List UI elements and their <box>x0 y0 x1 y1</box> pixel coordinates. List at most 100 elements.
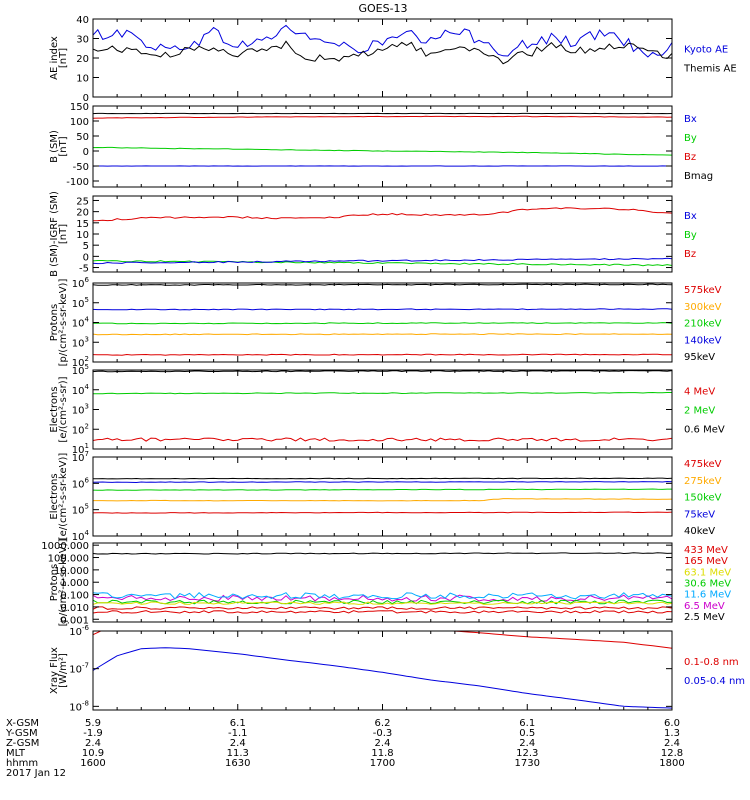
series-line-275kev <box>93 498 672 502</box>
y-axis-title: Xray Flux <box>49 647 60 694</box>
y-tick-label: 105 <box>72 363 89 377</box>
y-axis-title: [W/m²] <box>58 653 69 688</box>
y-tick-label: 102 <box>72 422 89 436</box>
x-row-value: 1.3 <box>664 728 680 739</box>
y-tick-label: 150 <box>70 102 89 113</box>
legend-entry: Bx <box>684 211 697 222</box>
series-line-2-mev <box>93 391 672 395</box>
panel-3-frame <box>92 195 673 273</box>
legend-entry: 0.05-0.4 nm <box>684 676 745 687</box>
panel-6-series <box>93 477 672 514</box>
y-tick-label: 0 <box>83 147 89 158</box>
y-axis-title: [p/(cm²-s-sr-keV)] <box>58 539 69 627</box>
y-tick-label: 20 <box>76 54 89 65</box>
legend-entry: 30.6 MeV <box>684 579 731 590</box>
series-line-by <box>93 146 672 156</box>
y-tick-label: 107 <box>72 450 89 464</box>
y-tick-label: 5 <box>83 241 89 252</box>
x-row-value: 6.0 <box>664 718 680 729</box>
x-row-value: 1800 <box>659 758 684 769</box>
y-tick-label: -5 <box>79 264 89 275</box>
panel-8-frame <box>92 630 673 711</box>
series-line-0-05-0-4-nm <box>93 647 672 709</box>
series-line-300kev <box>93 333 672 336</box>
panel-3-series <box>93 207 672 267</box>
panel-5-series <box>93 370 672 442</box>
x-row-value: 1730 <box>515 758 540 769</box>
y-tick-label: 10.000 <box>54 566 89 577</box>
y-tick-label: 104 <box>72 316 90 330</box>
y-tick-label: 10-8 <box>69 699 89 713</box>
x-row-value: 6.1 <box>519 718 535 729</box>
y-tick-label: 102 <box>72 355 89 369</box>
series-line-6-5-mev <box>93 594 672 602</box>
x-row-value: 1600 <box>80 758 105 769</box>
x-row-label: X-GSM <box>6 718 39 729</box>
x-row-label: hhmm <box>6 758 38 769</box>
x-row-value: 5.9 <box>85 718 101 729</box>
y-tick-label: 1000.000 <box>41 541 89 552</box>
legend-entry: 575keV <box>684 285 722 296</box>
y-axis-title: Protons <box>49 304 60 341</box>
panel-1-series <box>93 24 672 65</box>
y-axis-title: AE index <box>49 36 60 80</box>
x-row-value: -1.1 <box>228 728 248 739</box>
series-line-433-mev <box>93 610 672 614</box>
panel-2: -100 -50 0 50 100 150 B (SM)[nT] Bx By Bz Bmag <box>49 102 713 188</box>
y-axis-title: [nT] <box>58 136 69 156</box>
x-row-value: 2.4 <box>85 738 101 749</box>
series-line-2-5-mev <box>93 552 672 555</box>
panel-8: 10-8 10-7 10-6 Xray Flux[W/m²] 0.1-0.8 nm 0.0… <box>49 624 745 713</box>
legend-entry: 165 MeV <box>684 556 728 567</box>
series-line-63-1-mev <box>93 601 672 605</box>
y-tick-label: 101 <box>72 442 89 456</box>
legend-entry: 2.5 MeV <box>684 612 725 623</box>
x-row-value: 1630 <box>225 758 250 769</box>
y-tick-label: 0 <box>83 252 89 263</box>
legend-entry: 275keV <box>684 476 722 487</box>
y-axis-title: [nT] <box>58 48 69 68</box>
panel-4-frame <box>92 282 673 363</box>
x-row-value: 11.8 <box>371 748 393 759</box>
y-tick-label: 0.010 <box>60 603 89 614</box>
series-line-kyoto-ae <box>93 24 672 58</box>
x-row-value: 10.9 <box>82 748 104 759</box>
series-line-themis-ae <box>93 40 672 65</box>
y-tick-label: 100 <box>70 117 89 128</box>
legend-entry: 11.6 MeV <box>684 590 731 601</box>
panel-2-series <box>93 112 672 167</box>
legend-entry: 4 MeV <box>684 387 715 398</box>
series-line-0-1-0-8-nm <box>93 631 672 649</box>
x-row-value: 2.4 <box>664 738 680 749</box>
y-tick-label: 1.000 <box>60 578 89 589</box>
x-row-value: 11.3 <box>227 748 249 759</box>
legend-entry: By <box>684 230 697 241</box>
series-line-575kev <box>93 353 672 356</box>
y-tick-label: 105 <box>72 296 89 310</box>
y-axis-title: [p/(cm²-s-sr-keV)] <box>58 279 69 367</box>
legend-entry: 150keV <box>684 493 722 504</box>
x-row-value: 6.2 <box>375 718 391 729</box>
legend-entry: Bz <box>684 249 696 260</box>
legend-entry: 2 MeV <box>684 406 715 417</box>
series-line-by <box>93 260 672 267</box>
legend-entry: By <box>684 133 697 144</box>
x-row-value: 2.4 <box>375 738 391 749</box>
series-line-bz <box>93 207 672 222</box>
y-tick-label: 25 <box>76 196 89 207</box>
y-axis-title: Electrons <box>49 386 60 432</box>
x-row-value: 2.4 <box>230 738 246 749</box>
legend-entry: Bmag <box>684 171 713 182</box>
legend-entry: 475keV <box>684 459 722 470</box>
panel-7-frame <box>92 542 673 623</box>
y-tick-label: 106 <box>72 276 90 290</box>
panel-1: 0 10 20 30 40 AE index[nT] Kyoto AE Themis AE <box>49 15 737 104</box>
y-tick-label: 103 <box>72 335 89 349</box>
legend-entry: 40keV <box>684 526 715 537</box>
series-line-30-6-mev <box>93 599 672 605</box>
panel-2-frame <box>92 105 673 188</box>
legend-entry: Bz <box>684 152 696 163</box>
x-row-value: 0.5 <box>519 728 535 739</box>
